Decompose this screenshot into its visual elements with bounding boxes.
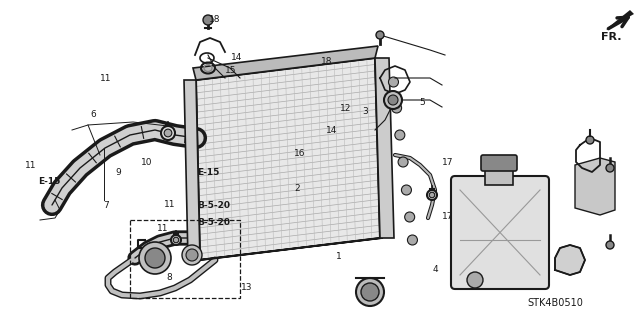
Circle shape	[145, 248, 165, 268]
Polygon shape	[606, 10, 634, 30]
Circle shape	[376, 31, 384, 39]
Text: 11: 11	[25, 161, 36, 170]
Bar	[130, 220, 240, 298]
Bar	[485, 165, 513, 185]
Circle shape	[392, 103, 402, 113]
Text: B-5-20: B-5-20	[197, 201, 230, 210]
Circle shape	[398, 157, 408, 167]
Text: 16: 16	[294, 149, 305, 158]
Text: 13: 13	[241, 283, 252, 292]
Text: 4: 4	[433, 265, 438, 274]
Text: 17: 17	[442, 158, 454, 167]
Text: E-15: E-15	[197, 168, 220, 177]
Text: 6: 6	[90, 110, 95, 119]
Text: 5: 5	[420, 98, 425, 107]
Text: 18: 18	[209, 15, 220, 24]
Circle shape	[182, 245, 202, 265]
Circle shape	[384, 91, 402, 109]
Circle shape	[429, 192, 435, 198]
Polygon shape	[555, 245, 585, 275]
Text: 11: 11	[100, 74, 111, 83]
Text: 8: 8	[167, 273, 172, 282]
Text: 11: 11	[164, 200, 175, 209]
Polygon shape	[196, 58, 380, 260]
Circle shape	[606, 164, 614, 172]
Circle shape	[171, 235, 181, 245]
Text: B-5-20: B-5-20	[197, 218, 230, 227]
Circle shape	[173, 237, 179, 243]
Text: 17: 17	[442, 212, 454, 221]
Polygon shape	[184, 80, 200, 260]
Circle shape	[606, 241, 614, 249]
Text: FR.: FR.	[601, 32, 621, 42]
Text: 2: 2	[295, 184, 300, 193]
Text: 15: 15	[225, 66, 236, 75]
Circle shape	[395, 130, 405, 140]
FancyBboxPatch shape	[451, 176, 549, 289]
Circle shape	[388, 77, 399, 87]
Circle shape	[361, 283, 379, 301]
Circle shape	[356, 278, 384, 306]
Text: 14: 14	[326, 126, 337, 135]
Polygon shape	[197, 238, 383, 260]
Circle shape	[408, 235, 417, 245]
Circle shape	[404, 212, 415, 222]
Text: 10: 10	[141, 158, 153, 167]
Circle shape	[139, 242, 171, 274]
Polygon shape	[575, 158, 615, 215]
Text: 1: 1	[337, 252, 342, 261]
Polygon shape	[375, 58, 394, 238]
Text: E-15: E-15	[38, 177, 61, 186]
Text: 12: 12	[340, 104, 351, 113]
Text: STK4B0510: STK4B0510	[527, 298, 583, 308]
Text: 14: 14	[231, 53, 243, 62]
Text: 7: 7	[103, 201, 108, 210]
Circle shape	[388, 95, 398, 105]
Circle shape	[203, 15, 213, 25]
Text: 11: 11	[157, 224, 169, 233]
Circle shape	[160, 253, 166, 259]
Circle shape	[164, 129, 172, 137]
Text: 3: 3	[362, 107, 367, 116]
Circle shape	[186, 249, 198, 261]
Text: 18: 18	[321, 57, 332, 66]
Polygon shape	[193, 46, 378, 80]
Circle shape	[161, 126, 175, 140]
Text: 9: 9	[116, 168, 121, 177]
Circle shape	[467, 272, 483, 288]
Circle shape	[158, 251, 168, 261]
Circle shape	[586, 136, 594, 144]
Circle shape	[427, 190, 437, 200]
Circle shape	[401, 185, 412, 195]
FancyBboxPatch shape	[481, 155, 517, 171]
